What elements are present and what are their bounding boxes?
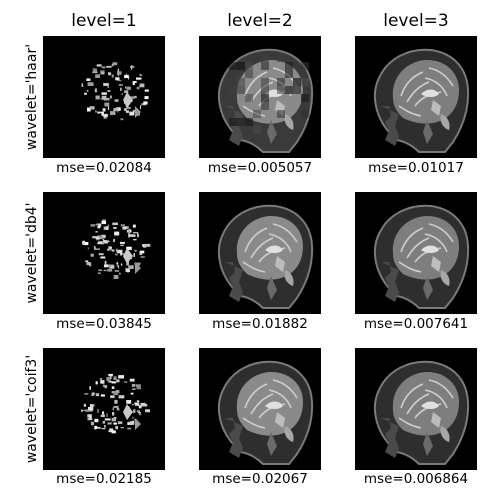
mse-label-coif3-level-1: mse=0.02185 [56, 471, 152, 487]
mse-label-haar-level-1: mse=0.02084 [56, 160, 152, 176]
mri-panel-db4-level-1 [43, 192, 165, 314]
mse-label-coif3-level-3: mse=0.006864 [363, 471, 469, 487]
mse-label-coif3-level-2: mse=0.02067 [212, 471, 308, 487]
row-label-coif3: wavelet='coif3' [24, 354, 40, 464]
column-title-level-1: level=1 [71, 11, 137, 31]
mse-label-db4-level-3: mse=0.007641 [363, 316, 469, 332]
mse-label-db4-level-2: mse=0.01882 [212, 316, 308, 332]
mse-label-haar-level-3: mse=0.01017 [368, 160, 464, 176]
mri-panel-haar-level-3 [355, 36, 477, 158]
mri-panel-haar-level-1 [43, 36, 165, 158]
row-label-haar: wavelet='haar' [24, 43, 40, 151]
row-label-db4: wavelet='db4' [24, 202, 40, 304]
mri-panel-coif3-level-3 [355, 348, 477, 470]
mri-panel-haar-level-2 [199, 36, 321, 158]
mse-label-db4-level-1: mse=0.03845 [56, 316, 152, 332]
mri-panel-coif3-level-2 [199, 348, 321, 470]
mri-panel-coif3-level-1 [43, 348, 165, 470]
mri-panel-db4-level-2 [199, 192, 321, 314]
mri-panel-db4-level-3 [355, 192, 477, 314]
column-title-level-3: level=3 [383, 11, 449, 31]
mse-label-haar-level-2: mse=0.005057 [207, 160, 313, 176]
column-title-level-2: level=2 [227, 11, 293, 31]
